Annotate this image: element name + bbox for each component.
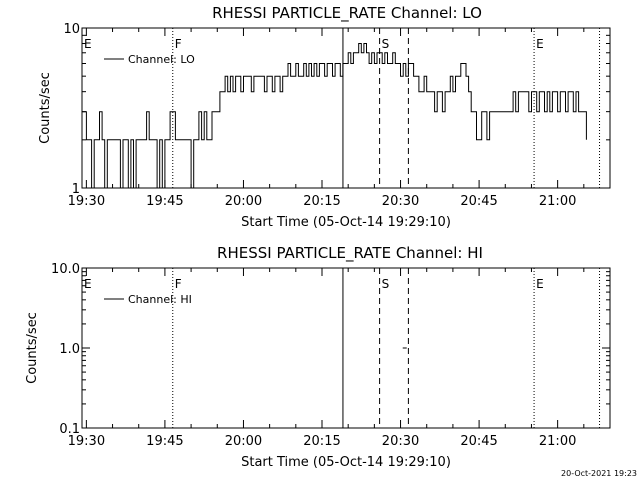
bottom-x-tick-label: 20:15 [303,434,340,449]
top-x-tick-label: 20:45 [460,194,497,209]
top-x-tick-label: 20:15 [303,194,340,209]
bottom-marker-label: S [382,277,390,291]
bottom-x-tick-label: 20:00 [225,434,262,449]
bottom-marker-label: E [536,277,544,291]
top-x-tick-label: 19:30 [68,194,105,209]
top-title: RHESSI PARTICLE_RATE Channel: LO [212,4,482,23]
bottom-x-tick-label: 19:30 [68,434,105,449]
bottom-x-tick-label: 20:30 [382,434,419,449]
bottom-title: RHESSI PARTICLE_RATE Channel: HI [217,244,483,263]
top-legend-label: Channel: LO [128,53,195,66]
bottom-y-tick-label: 10.0 [51,262,80,277]
bottom-ylabel: Counts/sec [25,312,40,384]
bottom-x-tick-label: 19:45 [146,434,183,449]
footer-timestamp: 20-Oct-2021 19:23 [561,469,637,478]
bottom-y-tick-label: 0.1 [59,422,80,437]
top-marker-label: E [536,37,544,51]
bottom-y-tick-label: 1.0 [59,342,80,357]
top-x-tick-label: 19:45 [146,194,183,209]
top-x-tick-label: 20:30 [382,194,419,209]
top-series-line [82,43,587,189]
top-y-tick-label: 1 [72,182,80,197]
top-marker-label: E [84,37,92,51]
top-marker-label: S [382,37,390,51]
bottom-marker-label: F [175,277,182,291]
bottom-marker-label: E [84,277,92,291]
bottom-plot-frame [81,267,611,429]
bottom-legend-label: Channel: HI [128,293,192,306]
bottom-x-tick-label: 21:00 [539,434,576,449]
top-y-tick-label: 10 [63,22,80,37]
top-marker-label: F [175,37,182,51]
top-plot-frame [81,27,611,189]
top-xlabel: Start Time (05-Oct-14 19:29:10) [241,215,451,230]
top-ylabel: Counts/sec [38,72,53,144]
top-x-tick-label: 21:00 [539,194,576,209]
bottom-xlabel: Start Time (05-Oct-14 19:29:10) [241,455,451,470]
top-x-tick-label: 20:00 [225,194,262,209]
bottom-x-tick-label: 20:45 [460,434,497,449]
